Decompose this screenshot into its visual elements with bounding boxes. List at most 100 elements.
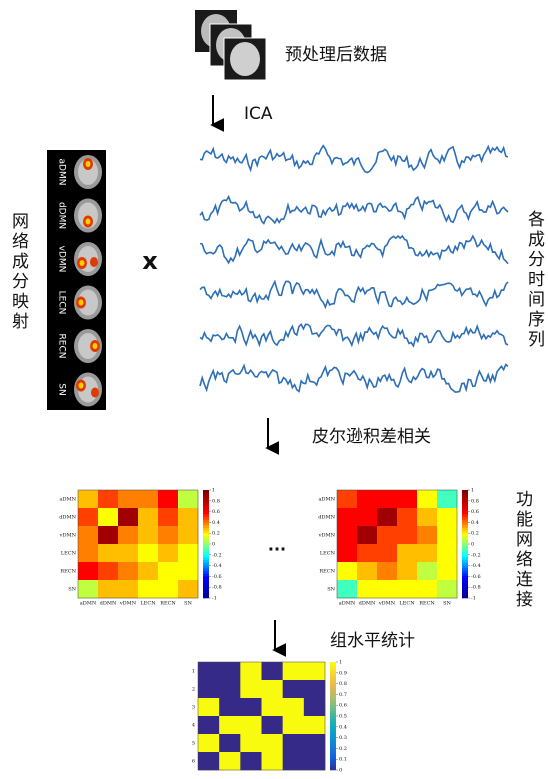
colorbar-step xyxy=(330,724,336,727)
matrix-cell xyxy=(240,698,261,716)
col-label: LECN xyxy=(140,601,156,607)
series-label: 各成分时间序列 xyxy=(524,210,545,350)
matrix-cell xyxy=(397,544,417,562)
colorbar-step xyxy=(203,504,209,507)
component-label: dDMN xyxy=(57,202,67,229)
colorbar-label: 0.8 xyxy=(212,498,220,504)
matrix-cell xyxy=(262,698,283,716)
colorbar-step xyxy=(203,560,209,563)
matrix-cell xyxy=(417,508,437,526)
matrix-cell xyxy=(219,752,240,770)
colorbar-step xyxy=(462,560,468,563)
row-label: LECN xyxy=(61,551,77,557)
time-series xyxy=(200,365,508,392)
col-label: dDMN xyxy=(359,601,376,607)
colorbar-label: -0.2 xyxy=(212,552,222,558)
matrix-cell xyxy=(138,490,158,508)
colorbar-step xyxy=(330,757,336,760)
matrix-cell xyxy=(304,680,325,698)
activation xyxy=(79,300,84,306)
colorbar-step xyxy=(203,544,209,547)
colorbar-step xyxy=(462,520,468,523)
colorbar-label: -0.8 xyxy=(471,585,481,591)
colorbar-step xyxy=(203,576,209,579)
colorbar-label: 1 xyxy=(471,488,474,494)
colorbar-step xyxy=(462,558,468,561)
colorbar-step xyxy=(330,700,336,703)
row-label: 3 xyxy=(192,705,195,711)
colorbar-step xyxy=(203,579,209,582)
colorbar-step xyxy=(330,735,336,738)
matrix-cell xyxy=(357,490,377,508)
colorbar-step xyxy=(462,547,468,550)
matrix-cell xyxy=(337,544,357,562)
colorbar-step xyxy=(330,681,336,684)
matrix-cell xyxy=(377,562,397,580)
colorbar-step xyxy=(203,509,209,512)
matrix-cell xyxy=(118,490,138,508)
colorbar-label: 0.2 xyxy=(339,746,347,752)
matrix-cell xyxy=(304,662,325,680)
colorbar-step xyxy=(462,593,468,596)
matrix-cell xyxy=(98,508,118,526)
maps-label: 网络成分映射 xyxy=(8,212,29,332)
row-label: aDMN xyxy=(319,497,336,503)
matrix-cell xyxy=(118,544,138,562)
colorbar-step xyxy=(462,506,468,509)
colorbar-label: -0.4 xyxy=(212,563,222,569)
matrix-cell xyxy=(158,490,178,508)
row-label: LECN xyxy=(320,551,336,557)
matrix-cell xyxy=(158,526,178,544)
colorbar-step xyxy=(203,590,209,593)
colorbar-step xyxy=(462,533,468,536)
col-label: RECN xyxy=(160,601,176,607)
colorbar-step xyxy=(203,520,209,523)
step-label: 组水平统计 xyxy=(330,631,415,651)
colorbar-step xyxy=(203,595,209,598)
matrix-cell xyxy=(138,526,158,544)
colorbar-label: 0.5 xyxy=(339,714,347,720)
colorbar-step xyxy=(203,495,209,498)
activation xyxy=(90,257,98,267)
row-label: 6 xyxy=(192,759,195,765)
matrix-cell xyxy=(78,580,98,598)
colorbar-step xyxy=(462,574,468,577)
matrix-cell xyxy=(219,716,240,734)
colorbar-step xyxy=(462,555,468,558)
matrix-cell xyxy=(377,490,397,508)
matrix-cell xyxy=(437,490,457,508)
colorbar-step xyxy=(462,566,468,569)
colorbar-step xyxy=(203,506,209,509)
colorbar-step xyxy=(330,743,336,746)
colorbar-step xyxy=(330,662,336,665)
matrix-cell xyxy=(138,562,158,580)
colorbar-label: 0 xyxy=(212,542,215,548)
matrix-cell xyxy=(437,562,457,580)
colorbar-step xyxy=(462,504,468,507)
colorbar-step xyxy=(330,721,336,724)
matrix-cell xyxy=(178,508,198,526)
colorbar-step xyxy=(330,751,336,754)
colorbar-step xyxy=(330,765,336,768)
matrix-cell xyxy=(262,716,283,734)
colorbar-step xyxy=(330,705,336,708)
colorbar-step xyxy=(203,528,209,531)
colorbar-label: 0.3 xyxy=(339,735,347,741)
matrix-cell xyxy=(377,508,397,526)
colorbar-step xyxy=(330,748,336,751)
colorbar-label: 1 xyxy=(339,660,342,666)
matrix-cell xyxy=(178,544,198,562)
col-label: aDMN xyxy=(80,601,97,607)
colorbar-label: 0 xyxy=(471,542,474,548)
matrix-cell xyxy=(304,734,325,752)
matrix-cell xyxy=(240,752,261,770)
colorbar-label: 0.4 xyxy=(212,520,220,526)
matrix-cell xyxy=(283,680,304,698)
colorbar-step xyxy=(203,531,209,534)
colorbar-step xyxy=(330,697,336,700)
matrix-cell xyxy=(219,698,240,716)
matrix-cell xyxy=(118,526,138,544)
colorbar-step xyxy=(330,703,336,706)
colorbar-step xyxy=(462,539,468,542)
row-label: dDMN xyxy=(318,515,335,521)
